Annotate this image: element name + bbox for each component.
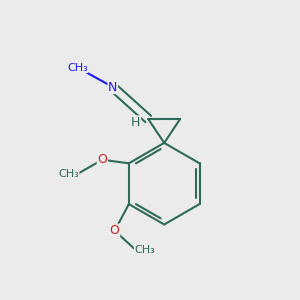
Text: H: H — [131, 116, 140, 129]
Text: O: O — [110, 224, 120, 237]
Text: O: O — [97, 153, 107, 166]
Text: CH₃: CH₃ — [58, 169, 79, 179]
Text: N: N — [108, 80, 117, 94]
Text: CH₃: CH₃ — [134, 245, 155, 255]
Text: CH₃: CH₃ — [67, 62, 88, 73]
